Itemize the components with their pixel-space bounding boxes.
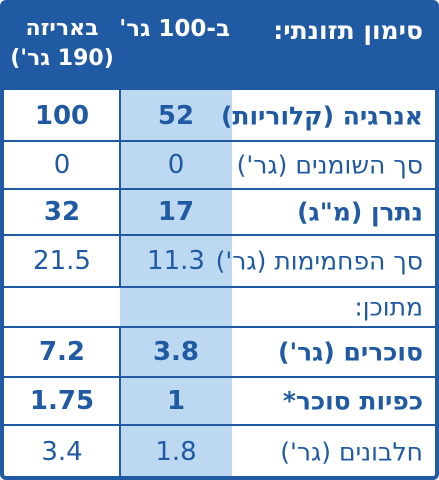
row-value-per-100g: 17 xyxy=(157,197,195,227)
row-divider xyxy=(4,140,435,142)
row-label: חלבונים (גר') xyxy=(280,437,423,467)
row-total-carbohydrates: סך הפחמימות (גר') 11.3 21.5 xyxy=(4,236,435,286)
per-100g-column-header: ב-100 גר' xyxy=(119,16,230,42)
row-divider xyxy=(4,188,435,190)
row-sugars: סוכרים (גר') 3.8 7.2 xyxy=(4,328,435,376)
row-value-per-100g: 52 xyxy=(157,101,195,131)
nutrition-header: סימון תזונתי: ב-100 גר' באריזה (190 גר') xyxy=(4,4,435,90)
row-divider xyxy=(4,326,435,328)
per-package-weight: (190 גר') xyxy=(10,46,114,71)
row-divider xyxy=(4,376,435,378)
row-value-per-package: 100 xyxy=(34,101,90,131)
row-of-which: מתוכן: xyxy=(4,288,435,326)
column-divider xyxy=(119,326,121,476)
per-100g-column-background xyxy=(120,90,232,476)
row-value-per-package: 0 xyxy=(53,150,71,180)
row-value-per-100g: 11.3 xyxy=(147,246,205,276)
row-value-per-100g: 3.8 xyxy=(152,337,200,367)
column-divider xyxy=(119,90,121,286)
row-label: אנרגיה (קלוריות) xyxy=(220,101,423,131)
row-label: מתוכן: xyxy=(354,292,423,322)
row-divider xyxy=(4,286,435,288)
row-value-per-100g: 0 xyxy=(167,150,185,180)
row-label: נתרן (מ"ג) xyxy=(297,197,423,227)
row-label: סך השומנים (גר') xyxy=(236,150,423,180)
nutrition-title: סימון תזונתי: xyxy=(273,16,423,45)
row-label: כפיות סוכר* xyxy=(282,386,423,416)
row-value-per-package: 21.5 xyxy=(33,246,91,276)
row-value-per-package: 32 xyxy=(43,197,81,227)
row-divider xyxy=(4,234,435,236)
row-sodium: נתרן (מ"ג) 17 32 xyxy=(4,190,435,234)
row-value-per-package: 7.2 xyxy=(38,337,86,367)
per-package-label: באריזה xyxy=(25,16,99,41)
row-label: סך הפחמימות (גר') xyxy=(215,246,423,276)
row-value-per-package: 3.4 xyxy=(41,437,83,467)
row-total-fat: סך השומנים (גר') 0 0 xyxy=(4,142,435,188)
row-value-per-package: 1.75 xyxy=(29,386,95,416)
row-energy: אנרגיה (קלוריות) 52 100 xyxy=(4,92,435,140)
row-value-per-100g: 1 xyxy=(166,386,186,416)
per-package-column-header: באריזה (190 גר') xyxy=(4,14,120,74)
row-proteins: חלבונים (גר') 1.8 3.4 xyxy=(4,426,435,476)
row-sugar-teaspoons: כפיות סוכר* 1 1.75 xyxy=(4,378,435,424)
row-label: סוכרים (גר') xyxy=(278,337,423,367)
row-value-per-100g: 1.8 xyxy=(155,437,197,467)
row-divider xyxy=(4,424,435,426)
